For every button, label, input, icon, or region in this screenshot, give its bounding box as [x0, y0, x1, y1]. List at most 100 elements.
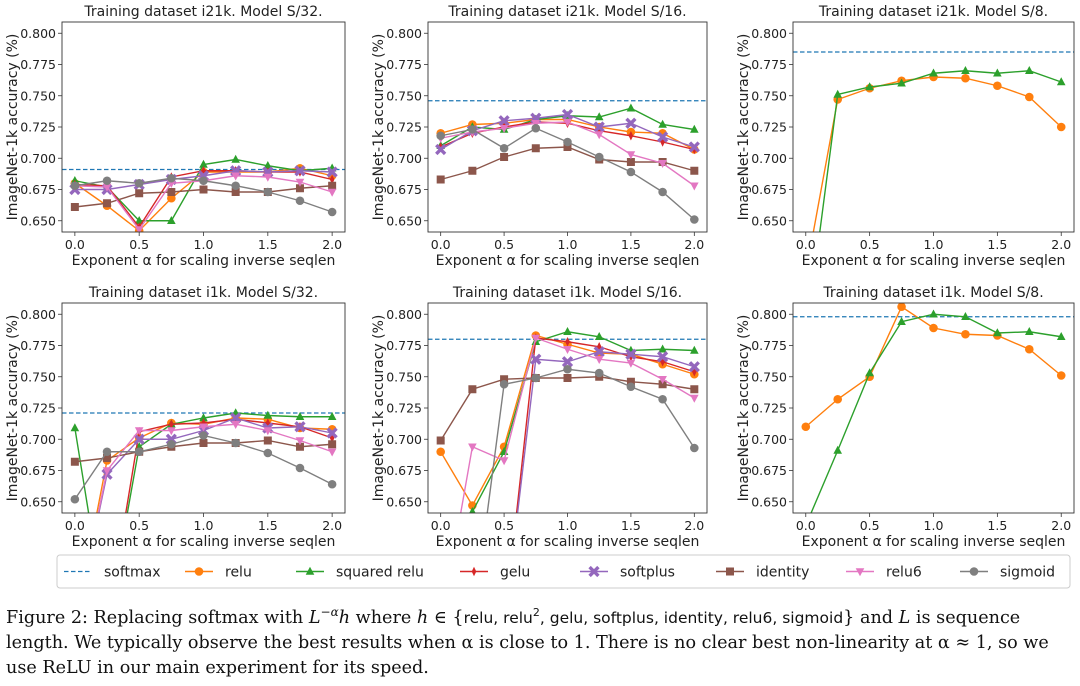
data-point-identity	[436, 436, 445, 445]
data-point-relu6	[295, 178, 305, 187]
y-tick-label: 0.650	[751, 213, 787, 228]
data-point-softplus	[326, 166, 338, 178]
data-point-squared_relu	[690, 345, 699, 354]
data-point-squared_relu	[690, 124, 699, 133]
legend-item-sigmoid: sigmoid	[960, 565, 1055, 581]
legend-label: relu6	[886, 565, 922, 581]
data-point-squared_relu	[134, 215, 144, 225]
legend-item-softplus: softplus	[580, 565, 675, 581]
data-point-relu6	[468, 443, 477, 452]
x-tick-label: 1.0	[558, 518, 578, 533]
data-point-relu6	[594, 355, 604, 365]
data-point-relu6	[658, 159, 667, 169]
data-point-relu6	[531, 334, 541, 343]
x-tick-label: 1.0	[558, 237, 578, 252]
data-point-identity	[295, 184, 304, 193]
data-point-relu	[993, 81, 1002, 91]
y-tick-label: 0.725	[20, 401, 56, 416]
data-point-squared_relu	[929, 309, 938, 318]
data-point-sigmoid	[531, 123, 541, 133]
y-tick-label: 0.675	[20, 463, 56, 478]
y-tick-label: 0.700	[386, 151, 422, 166]
caption-where: where	[350, 607, 417, 628]
x-tick-label: 1.5	[987, 237, 1007, 252]
data-point-gelu	[660, 137, 665, 147]
legend-item-softmax: softmax	[64, 565, 161, 581]
x-tick-label: 0.0	[431, 518, 451, 533]
legend-marker	[969, 567, 979, 576]
data-point-sigmoid	[327, 479, 337, 489]
data-point-identity	[500, 153, 509, 161]
y-tick-label: 0.700	[751, 151, 787, 166]
data-point-relu6	[327, 448, 337, 457]
y-tick-label: 0.725	[20, 120, 56, 135]
data-point-identity	[626, 377, 635, 386]
caption-math-h2: h	[416, 607, 429, 628]
x-tick-label: 1.0	[194, 237, 214, 252]
data-point-sigmoid	[327, 207, 337, 217]
series-sigmoid	[486, 364, 699, 513]
data-point-sigmoid	[167, 439, 176, 449]
data-point-relu6	[295, 437, 305, 446]
y-axis-label: ImageNet-1k accuracy (%)	[736, 34, 752, 221]
data-point-squared_relu	[1056, 77, 1066, 86]
data-point-identity	[167, 188, 176, 196]
data-point-squared_relu	[929, 68, 938, 77]
data-point-relu6	[134, 427, 144, 436]
data-point-sigmoid	[594, 368, 604, 378]
y-tick-label: 0.750	[751, 88, 787, 103]
data-point-squared_relu	[865, 82, 874, 91]
y-tick-label: 0.775	[386, 57, 422, 72]
data-point-squared_relu	[167, 215, 176, 225]
data-point-relu6	[499, 457, 509, 466]
caption-in: ∈ {	[428, 607, 464, 628]
data-point-relu	[1056, 371, 1066, 380]
x-axis-label: Exponent α for scaling inverse seqlen	[802, 534, 1066, 550]
data-point-identity	[563, 374, 572, 382]
data-point-softplus	[561, 356, 574, 368]
data-point-relu6	[263, 173, 273, 182]
x-tick-label: 2.0	[684, 518, 704, 533]
x-axis-label: Exponent α for scaling inverse seqlen	[436, 253, 700, 269]
data-point-squared_relu	[801, 335, 810, 343]
y-tick-label: 0.800	[751, 307, 787, 322]
data-point-squared_relu	[1024, 65, 1034, 75]
figure: Training dataset i21k. Model S/32. 0.650 0…	[5, 4, 1075, 589]
data-point-relu6	[563, 345, 572, 355]
caption-and: } and	[843, 607, 899, 628]
data-point-softplus	[561, 108, 574, 121]
series-sigmoid	[70, 431, 337, 504]
data-point-squared_relu	[658, 119, 667, 128]
caption-is-seq: is sequence	[910, 607, 1021, 628]
y-tick-label: 0.775	[20, 338, 56, 353]
y-tick-label: 0.675	[386, 463, 422, 478]
data-point-squared_relu	[626, 103, 636, 112]
caption-math-exp: −α	[320, 605, 339, 619]
series-relu6	[460, 334, 699, 513]
series-softplus	[516, 346, 700, 513]
data-point-identity	[468, 166, 477, 175]
legend-label: softplus	[620, 565, 675, 581]
plot-area	[793, 51, 1074, 343]
series-squared_relu	[801, 65, 1066, 343]
data-point-softplus	[625, 117, 637, 129]
data-point-sigmoid	[134, 178, 144, 188]
x-tick-label: 0.5	[860, 237, 880, 252]
data-point-sigmoid	[295, 463, 305, 473]
data-point-softplus	[593, 121, 605, 133]
data-point-relu6	[327, 188, 337, 197]
axes-frame	[61, 302, 346, 514]
x-axis-label: Exponent α for scaling inverse seqlen	[72, 253, 336, 269]
data-point-relu	[961, 73, 970, 83]
x-axis-label: Exponent α for scaling inverse seqlen	[72, 534, 336, 550]
y-axis-label: ImageNet-1k accuracy (%)	[5, 315, 21, 502]
y-axis-label: ImageNet-1k accuracy (%)	[371, 315, 387, 502]
data-point-relu	[1024, 92, 1034, 102]
axes-frame	[427, 21, 708, 233]
legend-frame	[56, 554, 1071, 589]
data-point-sigmoid	[626, 382, 636, 392]
data-point-relu	[1024, 344, 1034, 354]
data-point-gelu	[169, 419, 174, 430]
caption-line-3: use ReLU in our main experiment for its …	[6, 657, 429, 678]
legend-marker	[194, 567, 204, 576]
